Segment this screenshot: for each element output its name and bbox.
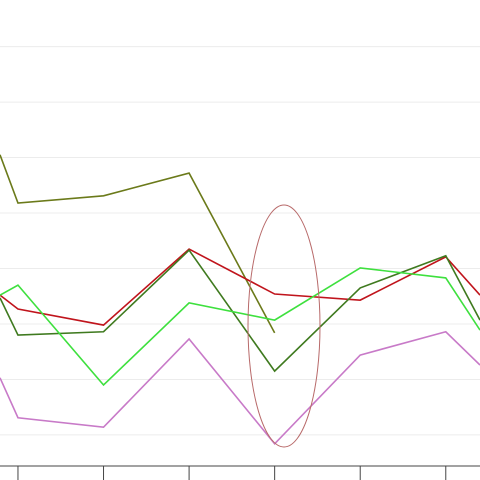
lines xyxy=(0,154,480,446)
x-ticks xyxy=(17,466,447,480)
highlight-ellipse xyxy=(247,204,321,448)
series-line xyxy=(0,248,480,326)
series-line xyxy=(0,154,276,334)
series-line xyxy=(0,330,480,446)
series-line xyxy=(0,248,480,373)
series-line xyxy=(0,267,480,387)
grid xyxy=(0,46,480,436)
